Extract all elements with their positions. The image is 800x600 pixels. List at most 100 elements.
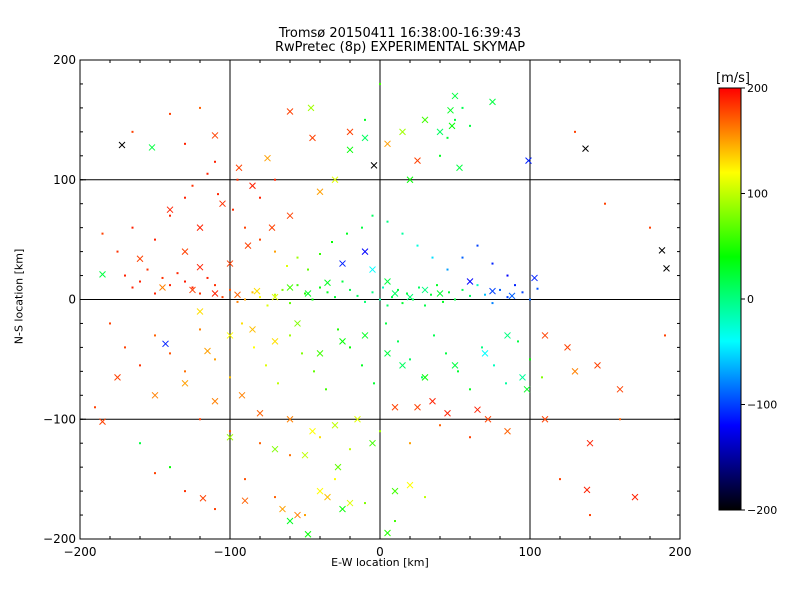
cross-stroke: [309, 134, 316, 142]
data-point-cross: [436, 290, 444, 297]
cross-stroke: [451, 92, 459, 100]
data-point-dot: [529, 298, 531, 301]
cross-stroke: [166, 206, 174, 214]
cross-stroke: [541, 332, 549, 339]
data-point-dot: [131, 130, 134, 133]
data-point-dot: [391, 296, 393, 299]
data-point-dot: [356, 294, 359, 297]
cross-stroke: [264, 154, 271, 162]
cross-stroke: [268, 224, 276, 232]
data-point-dot: [184, 370, 186, 373]
data-point-dot: [265, 364, 267, 367]
cross-stroke: [118, 141, 126, 149]
data-point-cross: [339, 338, 346, 345]
data-point-dot: [364, 502, 366, 505]
data-point-dot: [371, 291, 374, 294]
data-point-dot: [448, 291, 450, 294]
data-point-cross: [331, 176, 339, 184]
data-point-cross: [451, 92, 459, 100]
data-point-cross: [361, 332, 369, 339]
data-point-cross: [504, 427, 511, 435]
data-point-dot: [412, 298, 414, 301]
data-point-dot: [217, 193, 219, 196]
data-point-dot: [296, 284, 299, 287]
data-point-dot: [131, 286, 134, 289]
cross-stroke: [219, 200, 226, 208]
cross-stroke: [304, 290, 312, 297]
data-point-dot: [139, 364, 141, 367]
data-point-dot: [436, 284, 438, 287]
data-point-dot: [289, 454, 291, 457]
data-point-cross: [238, 391, 246, 399]
data-point-cross: [189, 286, 196, 294]
data-point-dot: [541, 376, 543, 379]
data-point-cross: [235, 164, 243, 172]
data-point-dot: [346, 232, 348, 235]
data-point-dot: [493, 364, 495, 367]
cross-stroke: [436, 128, 444, 136]
data-point-cross: [268, 224, 276, 232]
data-point-dot: [446, 268, 449, 271]
data-point-cross: [99, 418, 106, 425]
data-point-dot: [361, 226, 363, 229]
cross-stroke: [631, 493, 639, 501]
cross-stroke: [271, 293, 279, 301]
cross-stroke: [525, 157, 532, 164]
data-point-dot: [286, 264, 288, 267]
colorbar-scale: [718, 87, 742, 511]
data-point-cross: [249, 182, 256, 190]
data-point-dot: [154, 334, 156, 337]
cross-stroke: [421, 116, 429, 124]
data-point-cross: [211, 397, 219, 405]
cross-stroke: [391, 290, 399, 297]
data-point-cross: [631, 493, 639, 501]
data-point-dot: [379, 298, 381, 301]
data-point-cross: [429, 397, 436, 405]
cross-stroke: [249, 326, 256, 333]
cross-stroke: [582, 145, 589, 152]
cross-stroke: [481, 350, 489, 357]
data-point-cross: [301, 451, 309, 459]
data-point-dot: [506, 274, 509, 277]
cross-stroke: [226, 332, 234, 339]
cross-stroke: [249, 182, 256, 190]
data-point-dot: [304, 292, 306, 295]
data-point-cross: [304, 290, 312, 297]
cross-stroke: [361, 134, 369, 142]
data-point-cross: [294, 320, 301, 327]
data-point-cross: [316, 188, 324, 196]
data-point-dot: [461, 288, 464, 291]
data-point-dot: [253, 346, 255, 349]
data-point-dot: [259, 196, 261, 199]
data-point-dot: [521, 291, 524, 294]
cross-stroke: [406, 293, 414, 301]
data-point-cross: [481, 350, 489, 357]
cross-stroke: [241, 497, 249, 505]
data-point-dot: [433, 334, 435, 337]
y-tick-label: −100: [43, 412, 76, 426]
data-point-cross: [324, 493, 331, 501]
data-point-cross: [219, 200, 226, 208]
data-point-cross: [448, 122, 456, 130]
data-point-dot: [311, 298, 314, 301]
data-point-dot: [499, 288, 501, 291]
data-point-cross: [331, 421, 339, 429]
data-point-cross: [286, 108, 294, 115]
cross-stroke: [316, 188, 324, 196]
data-point-cross: [421, 116, 429, 124]
data-point-cross: [504, 332, 511, 339]
data-point-dot: [457, 370, 459, 373]
data-point-dot: [574, 130, 576, 133]
data-point-dot: [319, 436, 321, 439]
data-point-dot: [289, 334, 291, 337]
data-point-dot: [401, 232, 404, 235]
cross-stroke: [181, 248, 189, 255]
data-point-cross: [346, 128, 354, 136]
data-point-dot: [116, 250, 119, 253]
data-point-dot: [236, 178, 239, 181]
data-point-dot: [266, 304, 269, 307]
data-point-dot: [304, 514, 306, 517]
x-axis-label: E-W location [km]: [331, 556, 429, 569]
cross-stroke: [234, 291, 241, 299]
cross-stroke: [489, 98, 496, 106]
